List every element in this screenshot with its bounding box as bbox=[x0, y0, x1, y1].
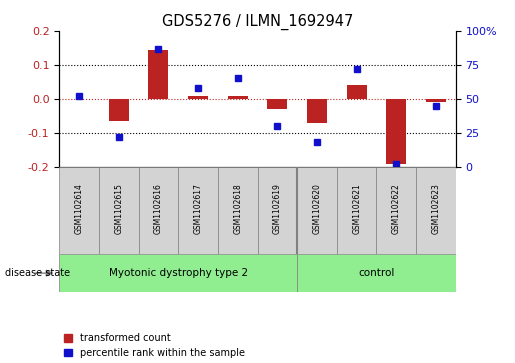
Bar bbox=[297, 254, 456, 292]
Bar bbox=[426, 99, 446, 102]
Bar bbox=[267, 99, 287, 109]
Bar bbox=[188, 95, 208, 99]
Text: GSM1102616: GSM1102616 bbox=[154, 183, 163, 234]
Bar bbox=[386, 99, 406, 164]
Bar bbox=[59, 254, 297, 292]
Text: GSM1102615: GSM1102615 bbox=[114, 183, 123, 234]
Legend: transformed count, percentile rank within the sample: transformed count, percentile rank withi… bbox=[64, 333, 245, 358]
Text: GSM1102619: GSM1102619 bbox=[273, 183, 282, 234]
Text: GSM1102614: GSM1102614 bbox=[75, 183, 83, 234]
Text: GSM1102621: GSM1102621 bbox=[352, 183, 361, 234]
Bar bbox=[109, 99, 129, 121]
Text: control: control bbox=[358, 268, 394, 278]
Bar bbox=[376, 167, 416, 254]
Bar bbox=[307, 99, 327, 123]
Bar bbox=[337, 167, 376, 254]
Bar bbox=[347, 85, 367, 99]
Bar bbox=[218, 167, 258, 254]
Bar bbox=[139, 167, 178, 254]
Bar bbox=[178, 167, 218, 254]
Text: GSM1102623: GSM1102623 bbox=[432, 183, 440, 234]
Title: GDS5276 / ILMN_1692947: GDS5276 / ILMN_1692947 bbox=[162, 13, 353, 29]
Bar bbox=[59, 167, 99, 254]
Bar bbox=[228, 95, 248, 99]
Text: disease state: disease state bbox=[5, 268, 70, 278]
Bar bbox=[297, 167, 337, 254]
Bar bbox=[99, 167, 139, 254]
Bar bbox=[258, 167, 297, 254]
Text: GSM1102622: GSM1102622 bbox=[392, 183, 401, 234]
Bar bbox=[148, 50, 168, 99]
Text: GSM1102618: GSM1102618 bbox=[233, 183, 242, 234]
Text: GSM1102617: GSM1102617 bbox=[194, 183, 202, 234]
Text: GSM1102620: GSM1102620 bbox=[313, 183, 321, 234]
Text: Myotonic dystrophy type 2: Myotonic dystrophy type 2 bbox=[109, 268, 248, 278]
Bar bbox=[416, 167, 456, 254]
